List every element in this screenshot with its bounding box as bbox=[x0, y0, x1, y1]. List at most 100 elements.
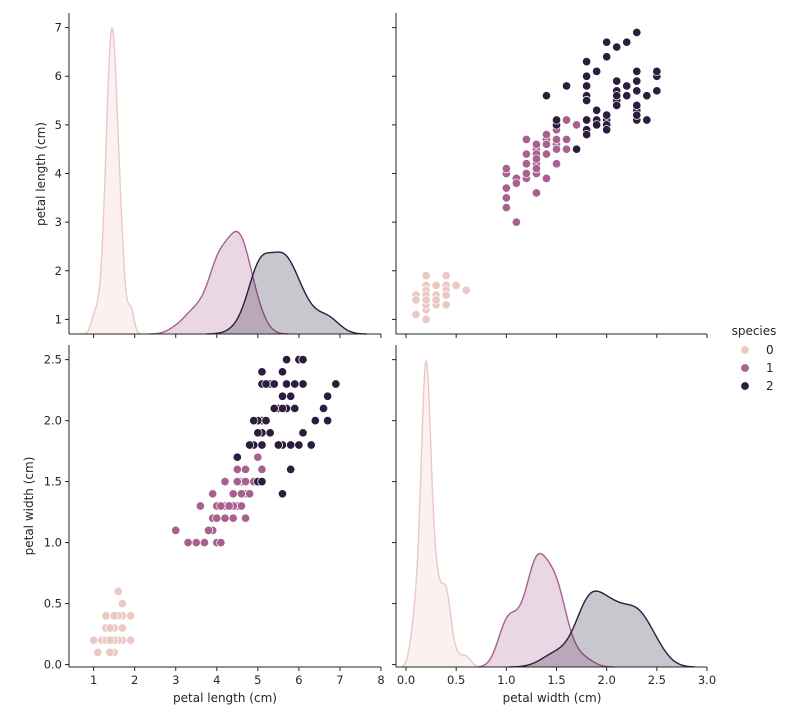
bl-point-2 bbox=[290, 379, 300, 389]
bl-point-2 bbox=[290, 403, 300, 413]
bl-point-1 bbox=[220, 477, 230, 487]
tl-y-tick-label: 4 bbox=[55, 167, 62, 181]
br-kde-line-1 bbox=[479, 552, 614, 668]
bl-point-2 bbox=[277, 489, 288, 499]
bl-point-2 bbox=[318, 403, 329, 413]
bl-point-1 bbox=[240, 464, 251, 474]
bl-point-1 bbox=[240, 477, 251, 487]
bl-point-1 bbox=[216, 501, 226, 511]
legend-title: species bbox=[732, 324, 777, 338]
bl-point-0 bbox=[117, 623, 127, 633]
bl-point-2 bbox=[269, 403, 279, 413]
tr-point-2 bbox=[612, 76, 622, 86]
tl-kde-line-2 bbox=[206, 251, 367, 335]
tr-point-2 bbox=[602, 125, 612, 135]
tr-point-2 bbox=[652, 86, 662, 96]
bl-point-2 bbox=[253, 428, 263, 438]
tr-point-1 bbox=[561, 144, 572, 154]
tr-point-1 bbox=[521, 159, 531, 169]
tr-point-2 bbox=[602, 110, 612, 120]
tr-point-0 bbox=[421, 271, 431, 281]
tr-point-1 bbox=[501, 164, 511, 174]
tr-point-1 bbox=[531, 139, 541, 149]
tr-point-2 bbox=[632, 27, 642, 37]
bl-x-tick-label: 4 bbox=[213, 673, 220, 687]
bl-point-0 bbox=[126, 611, 136, 621]
tl-kde-line-1 bbox=[149, 230, 289, 335]
tl-y-tick-label: 7 bbox=[55, 21, 62, 35]
bl-point-2 bbox=[232, 452, 242, 462]
bl-point-2 bbox=[286, 391, 296, 401]
tl-kde-fill-2 bbox=[206, 252, 367, 334]
br-kde-fill-1 bbox=[479, 553, 614, 667]
bl-point-2 bbox=[294, 440, 304, 450]
tr-point-2 bbox=[652, 66, 662, 76]
bl-point-2 bbox=[286, 440, 296, 450]
y-axis-label-top: petal length (cm) bbox=[34, 122, 48, 226]
bl-x-tick-label: 6 bbox=[295, 673, 302, 687]
tr-point-2 bbox=[632, 66, 642, 76]
tr-point-1 bbox=[541, 149, 552, 159]
tr-point-1 bbox=[531, 188, 541, 198]
bl-point-0 bbox=[101, 611, 111, 621]
bl-point-2 bbox=[298, 379, 308, 389]
panel-length-vs-width-scatter: 0.0 0.5 1.0 1.5 2.0 2.5 1 2 3 4 5 6 7 8 bbox=[44, 345, 385, 687]
bl-point-1 bbox=[171, 525, 181, 535]
tr-point-0 bbox=[451, 280, 461, 290]
bl-y-tick-label: 2.5 bbox=[44, 353, 62, 367]
legend-label-2: 2 bbox=[766, 379, 774, 393]
tr-point-0 bbox=[431, 295, 441, 305]
legend-marker-1 bbox=[740, 363, 750, 373]
bl-point-2 bbox=[261, 416, 271, 426]
bl-point-0 bbox=[105, 635, 115, 645]
tr-point-1 bbox=[541, 139, 552, 149]
bl-point-1 bbox=[216, 538, 226, 548]
br-kde-fill-0 bbox=[401, 361, 481, 667]
br-x-tick-label: 1.5 bbox=[547, 673, 565, 687]
tr-point-0 bbox=[411, 309, 421, 320]
tr-point-2 bbox=[592, 105, 602, 115]
bl-point-2 bbox=[257, 367, 267, 377]
br-x-tick-label: 2.0 bbox=[598, 673, 616, 687]
tr-point-1 bbox=[551, 159, 562, 169]
tr-point-0 bbox=[421, 314, 431, 324]
tr-point-0 bbox=[441, 271, 451, 281]
tr-point-2 bbox=[642, 91, 652, 101]
tr-point-1 bbox=[541, 173, 552, 183]
bl-point-1 bbox=[240, 513, 251, 523]
tr-point-2 bbox=[541, 91, 552, 101]
tl-kde-fill-1 bbox=[149, 231, 289, 334]
bl-point-2 bbox=[298, 355, 308, 365]
tr-point-2 bbox=[592, 120, 602, 130]
bl-point-0 bbox=[113, 586, 123, 596]
tr-point-2 bbox=[602, 52, 612, 62]
tl-y-tick-label: 1 bbox=[55, 312, 62, 326]
bl-x-tick-label: 5 bbox=[254, 673, 261, 687]
tr-point-0 bbox=[441, 290, 451, 300]
bl-point-0 bbox=[105, 623, 115, 633]
bl-point-1 bbox=[232, 464, 242, 474]
bl-point-2 bbox=[323, 391, 333, 401]
tr-point-1 bbox=[541, 130, 552, 140]
tr-point-0 bbox=[431, 280, 441, 290]
bl-point-1 bbox=[228, 513, 238, 523]
legend: species 0 1 2 bbox=[732, 324, 777, 393]
bl-point-2 bbox=[245, 440, 255, 450]
panel-width-vs-length-scatter bbox=[392, 13, 708, 338]
bl-point-2 bbox=[265, 428, 275, 438]
bl-y-tick-label: 2.0 bbox=[44, 414, 62, 428]
bl-point-1 bbox=[195, 501, 205, 511]
br-x-tick-label: 0.5 bbox=[447, 673, 465, 687]
bl-y-tick-label: 0.0 bbox=[44, 658, 62, 672]
tr-point-1 bbox=[511, 217, 521, 227]
tr-point-2 bbox=[632, 76, 642, 86]
tr-point-2 bbox=[551, 115, 562, 125]
bl-point-0 bbox=[117, 599, 127, 609]
bl-y-tick-label: 1.5 bbox=[44, 475, 62, 489]
tr-point-0 bbox=[411, 295, 421, 305]
tr-point-2 bbox=[582, 130, 592, 140]
panel-petal-length-kde: 1 2 3 4 5 6 7 bbox=[55, 13, 382, 338]
bl-point-0 bbox=[126, 635, 136, 645]
tr-point-2 bbox=[582, 96, 592, 106]
tr-point-2 bbox=[612, 42, 622, 52]
